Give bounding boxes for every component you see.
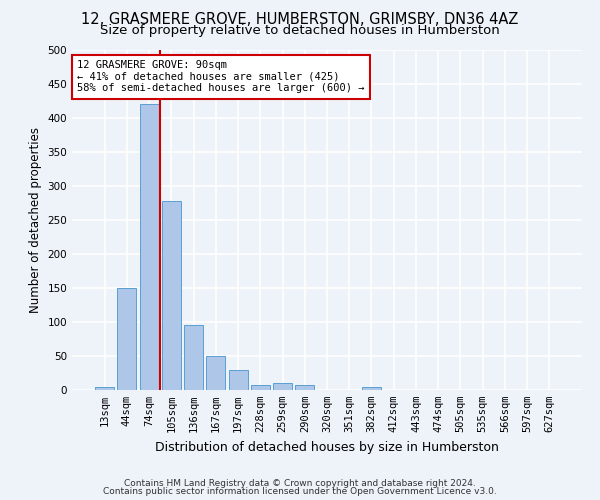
X-axis label: Distribution of detached houses by size in Humberston: Distribution of detached houses by size … [155, 440, 499, 454]
Bar [295, 384, 314, 390]
Bar [206, 356, 225, 390]
Y-axis label: Number of detached properties: Number of detached properties [29, 127, 42, 313]
Bar [118, 288, 136, 390]
Bar [251, 384, 270, 390]
Text: Size of property relative to detached houses in Humberston: Size of property relative to detached ho… [100, 24, 500, 37]
Bar [273, 383, 292, 390]
Bar [162, 201, 181, 390]
Text: Contains HM Land Registry data © Crown copyright and database right 2024.: Contains HM Land Registry data © Crown c… [124, 478, 476, 488]
Bar [140, 104, 158, 390]
Bar [229, 370, 248, 390]
Text: 12 GRASMERE GROVE: 90sqm
← 41% of detached houses are smaller (425)
58% of semi-: 12 GRASMERE GROVE: 90sqm ← 41% of detach… [77, 60, 365, 94]
Text: Contains public sector information licensed under the Open Government Licence v3: Contains public sector information licen… [103, 487, 497, 496]
Text: 12, GRASMERE GROVE, HUMBERSTON, GRIMSBY, DN36 4AZ: 12, GRASMERE GROVE, HUMBERSTON, GRIMSBY,… [82, 12, 518, 28]
Bar [184, 324, 203, 390]
Bar [362, 386, 381, 390]
Bar [95, 386, 114, 390]
